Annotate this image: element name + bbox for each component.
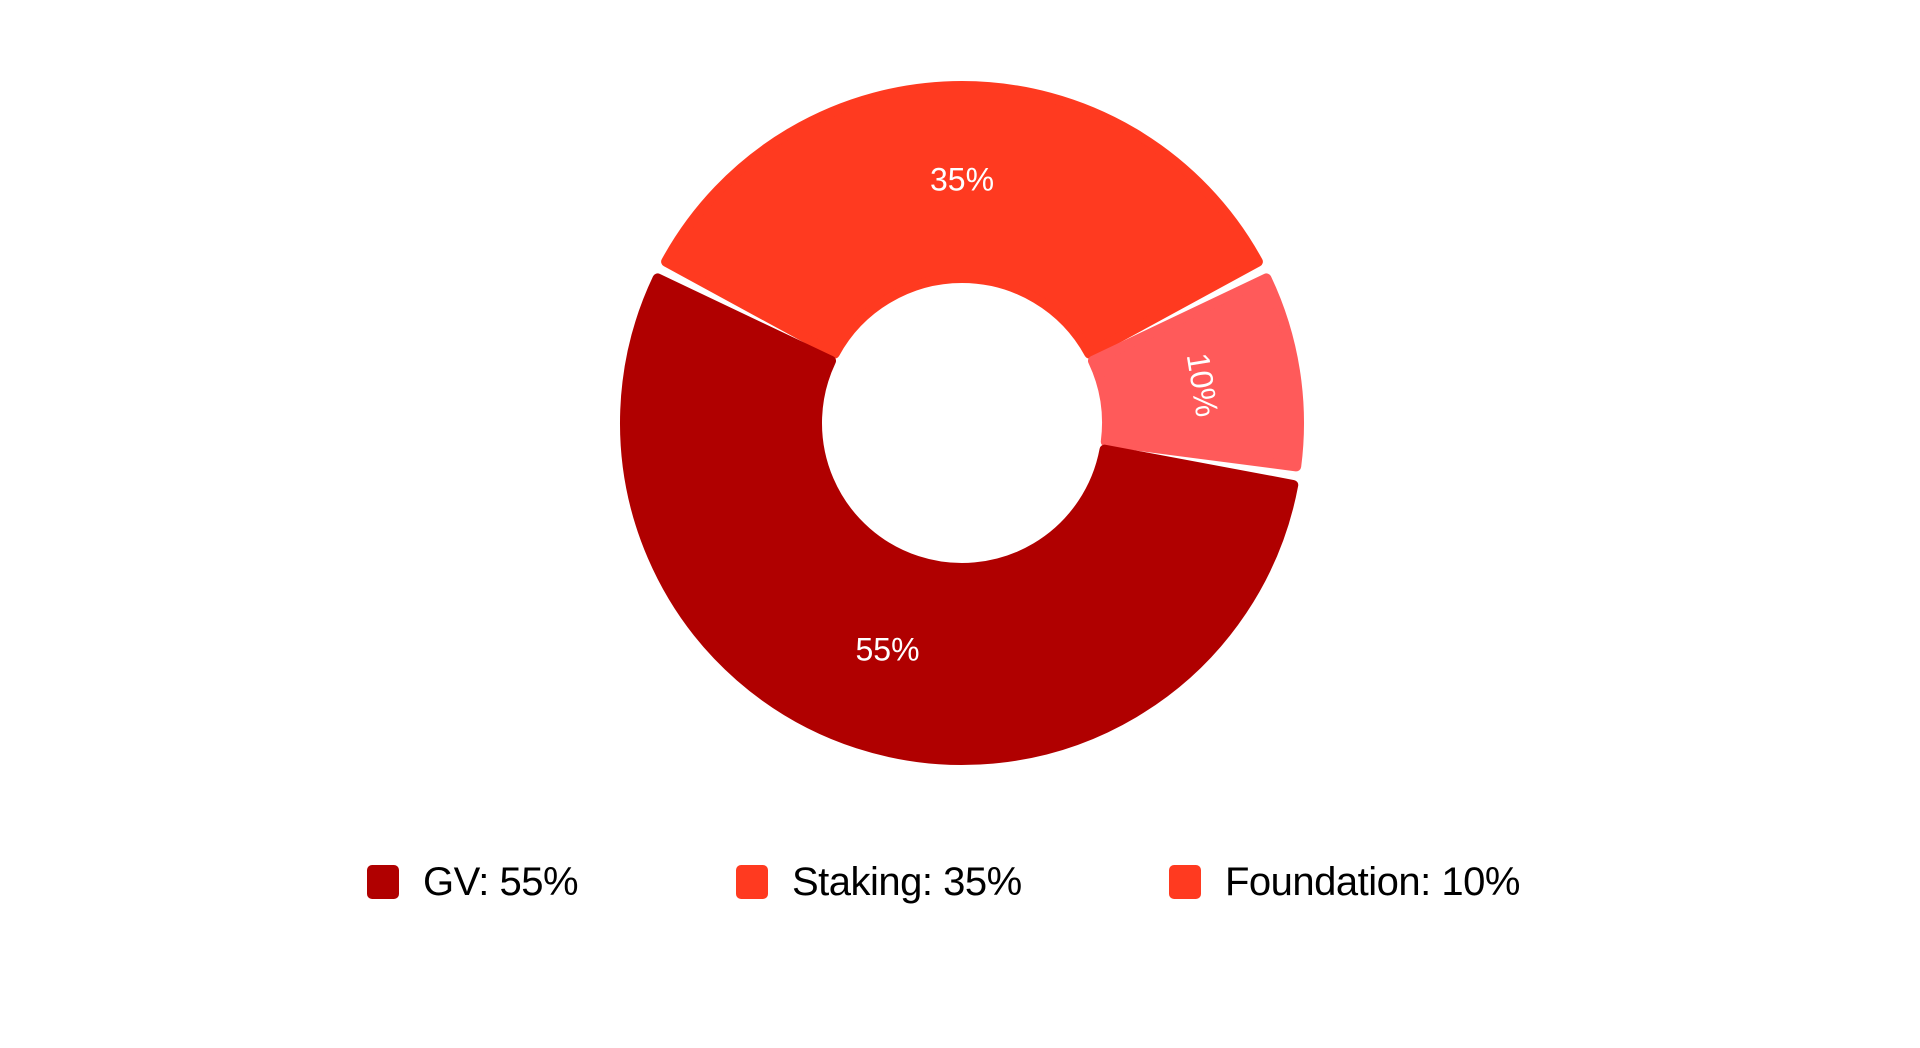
legend-label-gv: GV: 55% bbox=[423, 859, 579, 904]
slice-label-gv: 55% bbox=[856, 632, 920, 668]
legend-item-staking[interactable]: Staking: 35% bbox=[736, 859, 1022, 904]
legend-swatch-staking bbox=[736, 865, 768, 899]
legend-label-staking: Staking: 35% bbox=[792, 859, 1022, 904]
slice-label-staking: 35% bbox=[930, 161, 994, 197]
legend-item-gv[interactable]: GV: 55% bbox=[367, 859, 579, 904]
legend: GV: 55% Staking: 35% Foundation: 10% bbox=[0, 859, 1920, 904]
slice-staking[interactable] bbox=[661, 81, 1263, 359]
legend-label-foundation: Foundation: 10% bbox=[1225, 859, 1520, 904]
legend-item-foundation[interactable]: Foundation: 10% bbox=[1169, 859, 1520, 904]
slice-foundation[interactable] bbox=[1087, 273, 1304, 472]
slice-gv[interactable] bbox=[620, 273, 1299, 765]
legend-swatch-gv bbox=[367, 865, 399, 899]
legend-swatch-foundation bbox=[1169, 865, 1201, 899]
